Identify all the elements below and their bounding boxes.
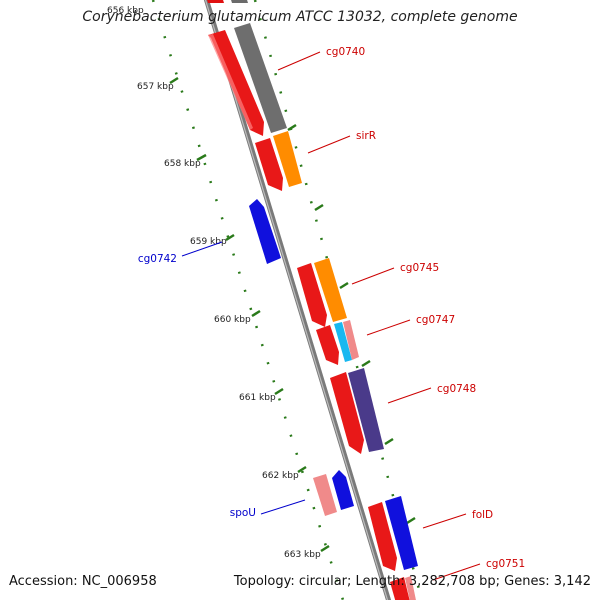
gene-label-folD[interactable]: folD — [472, 509, 493, 521]
gene-cg0747-red — [316, 325, 339, 365]
leader-folD — [422, 513, 467, 529]
gene-label-cg0748[interactable]: cg0748 — [437, 383, 476, 395]
gene-spoU-pink — [313, 474, 337, 516]
tick-label-658: 658 kbp — [164, 159, 201, 169]
backbone-highlight — [204, 0, 389, 600]
tick-marks — [169, 76, 416, 553]
gene-label-cg0742[interactable]: cg0742 — [138, 253, 177, 265]
gene-folD-red — [368, 502, 397, 571]
gene-label-sirR[interactable]: sirR — [356, 130, 376, 142]
gene-cg0747-pink — [343, 320, 359, 360]
leader-sirR — [307, 135, 351, 154]
gene-cg0747-cyan — [334, 322, 352, 362]
map-title: Corynebacterium glutamicum ATCC 13032, c… — [82, 9, 518, 25]
genome-summary-text: Topology: circular; Length: 3,282,708 bp… — [233, 574, 591, 589]
leader-cg0742 — [181, 241, 223, 257]
gene-cg0751-pink — [405, 576, 416, 600]
gene-label-spoU[interactable]: spoU — [230, 507, 256, 519]
gene-cg0740-grey — [234, 23, 287, 133]
gene-cg0748-purple — [348, 368, 384, 452]
gene-cg0745-red — [297, 263, 327, 327]
tick-label-657: 657 kbp — [137, 82, 174, 92]
leader-cg0751 — [432, 563, 481, 581]
leader-cg0747 — [366, 319, 411, 336]
leader-cg0748 — [387, 387, 432, 404]
gene-cg0751-red — [390, 577, 410, 600]
tick-label-663: 663 kbp — [284, 550, 321, 560]
gene-sirR-orange — [273, 131, 302, 187]
gene-label-cg0747[interactable]: cg0747 — [416, 314, 455, 326]
gene-feature — [231, 0, 248, 3]
gene-cg0742-arrow — [249, 199, 281, 264]
gene-cg0745-orange — [314, 258, 347, 322]
gene-spoU-blue — [332, 470, 354, 510]
tick-label-661: 661 kbp — [239, 393, 276, 403]
leader-cg0745 — [351, 267, 395, 285]
gene-cg0748-red — [330, 372, 364, 454]
leader-spoU — [260, 499, 306, 515]
tick-label-662: 662 kbp — [262, 471, 299, 481]
gene-cg0740-shade — [208, 34, 253, 130]
leader-cg0740 — [277, 51, 321, 71]
gene-label-cg0745[interactable]: cg0745 — [400, 262, 439, 274]
tick-label-660: 660 kbp — [214, 315, 251, 325]
gene-feature — [207, 0, 224, 3]
gene-sirR-red — [255, 138, 283, 191]
gene-folD-blue — [385, 496, 418, 570]
accession-text: Accession: NC_006958 — [9, 574, 157, 589]
gene-label-cg0751[interactable]: cg0751 — [486, 558, 525, 570]
gene-label-cg0740[interactable]: cg0740 — [326, 46, 365, 58]
tick-label-659: 659 kbp — [190, 237, 227, 247]
tick-label-656: 656 kbp — [107, 6, 144, 16]
